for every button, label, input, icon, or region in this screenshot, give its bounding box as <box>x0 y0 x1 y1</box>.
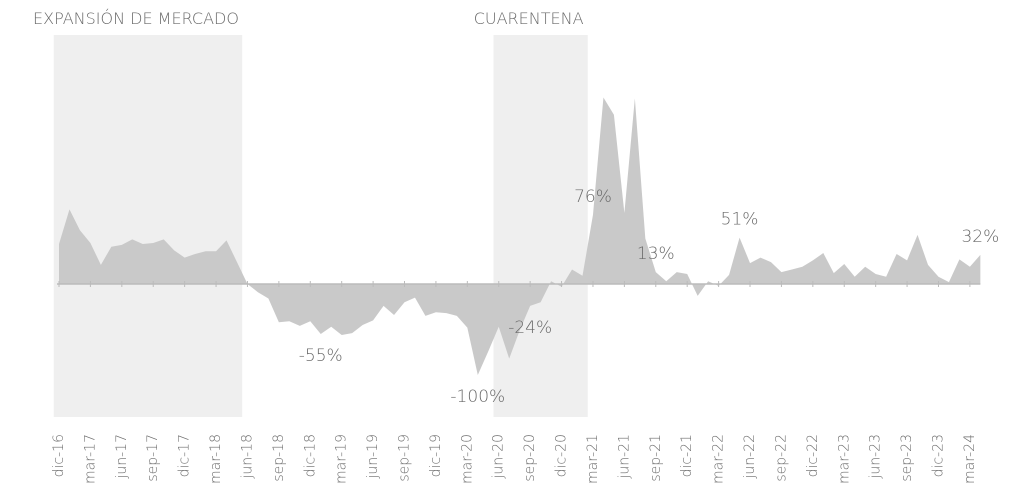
x-tick-label: dic-17 <box>177 434 193 477</box>
x-tick-label: mar-24 <box>962 434 978 484</box>
x-tick-label: jun-19 <box>365 434 381 480</box>
x-tick-label: sep-23 <box>899 434 915 482</box>
value-label: -100% <box>450 387 505 407</box>
x-tick-label: mar-17 <box>82 434 98 484</box>
region-shade <box>53 35 243 417</box>
x-tick-label: mar-23 <box>836 434 852 484</box>
x-tick-label: mar-22 <box>711 434 727 484</box>
x-tick-label: sep-21 <box>648 434 664 482</box>
x-tick-label: mar-18 <box>208 434 224 484</box>
value-label: 13% <box>637 244 675 264</box>
x-tick-label: sep-22 <box>773 434 789 482</box>
x-tick-label: sep-17 <box>145 434 161 482</box>
x-tick-label: mar-19 <box>334 434 350 484</box>
value-label: -24% <box>508 318 552 338</box>
x-tick-label: jun-17 <box>114 434 130 480</box>
x-tick-label: mar-21 <box>585 434 601 484</box>
x-tick-label: jun-23 <box>868 434 884 480</box>
x-tick-label: dic-21 <box>679 434 695 477</box>
x-tick-label: dic-22 <box>805 434 821 477</box>
x-tick-label: jun-18 <box>239 434 255 480</box>
value-label: 76% <box>574 187 612 207</box>
x-tick-label: jun-21 <box>616 434 632 480</box>
x-tick-label: jun-20 <box>491 434 507 480</box>
region-label: EXPANSIÓN DE MERCADO <box>33 9 239 28</box>
x-tick-label: mar-20 <box>459 434 475 484</box>
x-tick-label: sep-20 <box>522 434 538 482</box>
region-shade <box>493 35 588 417</box>
x-tick-label: dic-19 <box>428 434 444 477</box>
x-tick-label: sep-18 <box>271 434 287 482</box>
area <box>59 97 981 375</box>
x-tick-label: jun-22 <box>742 434 758 480</box>
value-label: 32% <box>961 227 999 247</box>
x-tick-label: dic-20 <box>554 434 570 477</box>
x-tick-label: dic-16 <box>51 434 67 477</box>
x-tick-label: dic-23 <box>930 434 946 477</box>
region-label: CUARENTENA <box>474 9 584 28</box>
value-label: 51% <box>721 210 759 230</box>
value-label: -55% <box>299 346 343 366</box>
x-tick-label: dic-18 <box>302 434 318 477</box>
x-tick-label: sep-19 <box>397 434 413 482</box>
